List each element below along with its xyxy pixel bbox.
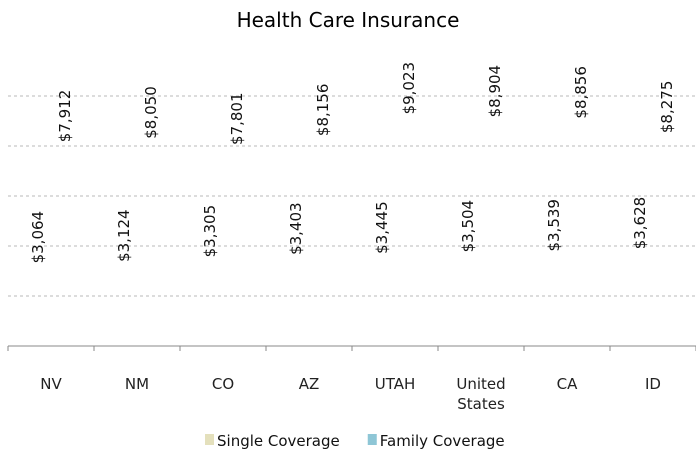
x-tick-label: CO: [211, 375, 235, 393]
chart-title: Health Care Insurance: [237, 8, 460, 32]
data-label: $3,064: [29, 211, 47, 264]
data-label: $7,912: [56, 90, 74, 143]
x-tick-label: UTAH: [374, 375, 416, 393]
data-label: $9,023: [400, 62, 418, 115]
data-label: $8,156: [314, 84, 332, 137]
x-tick-label: ID: [645, 375, 661, 393]
data-label: $3,403: [287, 202, 305, 255]
legend-label: Family Coverage: [380, 432, 505, 450]
legend-swatch: [205, 434, 214, 445]
data-label: $8,275: [658, 81, 676, 134]
x-tick-label: NV: [40, 375, 62, 393]
x-tick-label: NM: [124, 375, 150, 393]
x-tick-label: AZ: [298, 375, 320, 393]
data-label: $3,445: [373, 201, 391, 254]
data-label: $8,856: [572, 66, 590, 119]
data-label: $3,305: [201, 205, 219, 258]
x-tick-label: CA: [556, 375, 578, 393]
data-label: $3,539: [545, 199, 563, 252]
data-label: $3,628: [631, 197, 649, 250]
data-label: $8,050: [142, 86, 160, 139]
data-label: $3,124: [115, 209, 133, 262]
x-tick-label: United States: [456, 375, 506, 413]
legend-swatch: [367, 434, 377, 445]
data-label: $8,904: [486, 65, 504, 118]
legend-label: Single Coverage: [217, 432, 340, 450]
data-label: $7,801: [228, 92, 246, 145]
data-label: $3,504: [459, 200, 477, 253]
